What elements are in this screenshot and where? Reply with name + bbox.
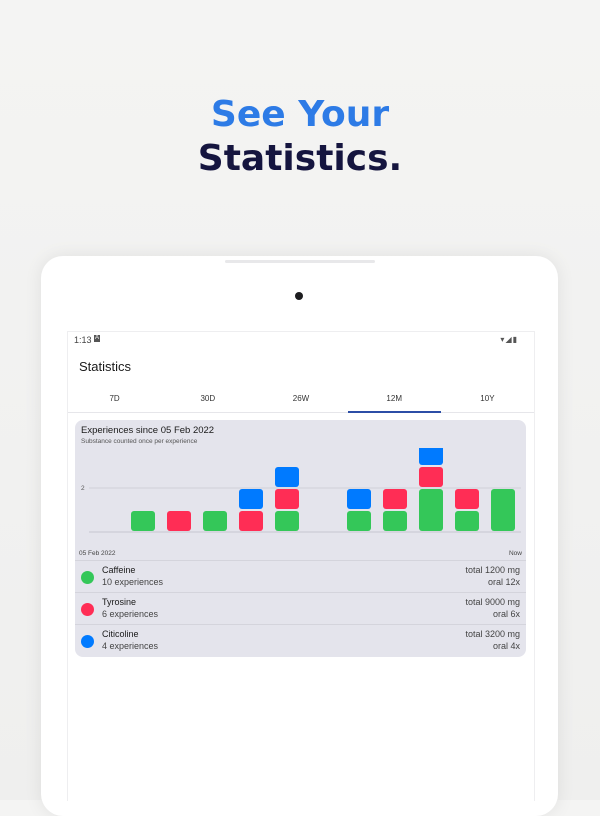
status-bar: 1:13 A ▾◢▮ xyxy=(68,332,534,348)
tyrosine-color-dot xyxy=(81,603,94,616)
tab-10y[interactable]: 10Y xyxy=(480,394,495,403)
legend-route: oral 6x xyxy=(492,609,520,619)
bar-caffeine xyxy=(203,511,227,531)
bar-citicoline xyxy=(419,448,443,465)
bar-caffeine xyxy=(131,511,155,531)
card-subtitle: Substance counted once per experience xyxy=(81,438,198,445)
tab-12m[interactable]: 12M xyxy=(347,386,442,413)
legend-route: oral 4x xyxy=(492,641,520,651)
bar-caffeine xyxy=(491,489,515,531)
bar-tyrosine xyxy=(383,489,407,509)
legend-item-citicoline[interactable]: Citicoline 4 experiences total 3200 mg o… xyxy=(75,624,526,657)
legend-name: Caffeine xyxy=(102,565,136,575)
headline-line-1: See Your xyxy=(210,94,390,135)
legend-experiences: 6 experiences xyxy=(102,609,159,619)
bar-tyrosine xyxy=(455,489,479,509)
experiences-card: Experiences since 05 Feb 2022 Substance … xyxy=(75,420,526,657)
bar-tyrosine xyxy=(239,511,263,531)
legend-route: oral 12x xyxy=(487,577,520,587)
legend-total: total 9000 mg xyxy=(465,597,520,607)
y-tick-label: 2 xyxy=(81,485,85,492)
promo-headline: See Your Statistics. xyxy=(0,93,600,181)
bar-citicoline xyxy=(347,489,371,509)
time-range-tabs: 7D 30D 26W 12M 10Y xyxy=(68,386,534,413)
card-title: Experiences since 05 Feb 2022 xyxy=(81,425,215,436)
bar-caffeine xyxy=(383,511,407,531)
notification-icon: A xyxy=(94,335,100,342)
bar-tyrosine xyxy=(419,467,443,487)
app-screen: 1:13 A ▾◢▮ Statistics 7D 30D 26W 12M 10Y… xyxy=(67,331,535,801)
status-time: 1:13 xyxy=(74,335,92,345)
legend-experiences: 10 experiences xyxy=(102,577,164,587)
tab-30d[interactable]: 30D xyxy=(200,394,216,403)
legend-name: Tyrosine xyxy=(102,597,137,607)
bar-caffeine xyxy=(347,511,371,531)
legend-item-caffeine[interactable]: Caffeine 10 experiences total 1200 mg or… xyxy=(75,560,526,593)
bar-caffeine xyxy=(419,489,443,531)
caffeine-color-dot xyxy=(81,571,94,584)
bar-caffeine xyxy=(275,511,299,531)
citicoline-color-dot xyxy=(81,635,94,648)
legend-total: total 3200 mg xyxy=(465,629,520,639)
legend-experiences: 4 experiences xyxy=(102,641,159,651)
bar-caffeine xyxy=(455,511,479,531)
bar-tyrosine xyxy=(275,489,299,509)
bar-citicoline xyxy=(239,489,263,509)
legend-total: total 1200 mg xyxy=(465,565,520,575)
legend-item-tyrosine[interactable]: Tyrosine 6 experiences total 9000 mg ora… xyxy=(75,592,526,625)
tablet-top-edge xyxy=(225,260,375,263)
bar-tyrosine xyxy=(167,511,191,531)
tab-26w[interactable]: 26W xyxy=(292,394,310,403)
page-title: Statistics xyxy=(79,359,132,374)
tab-7d[interactable]: 7D xyxy=(109,394,120,403)
experiences-bar-chart: 42 xyxy=(81,448,521,533)
legend-name: Citicoline xyxy=(102,629,139,639)
signal-battery-icon: ▾◢▮ xyxy=(500,335,518,344)
x-axis-start-label: 05 Feb 2022 xyxy=(79,550,116,557)
bar-citicoline xyxy=(275,467,299,487)
front-camera xyxy=(295,292,303,300)
x-axis-end-label: Now xyxy=(508,550,522,557)
headline-line-2: Statistics. xyxy=(197,138,403,179)
